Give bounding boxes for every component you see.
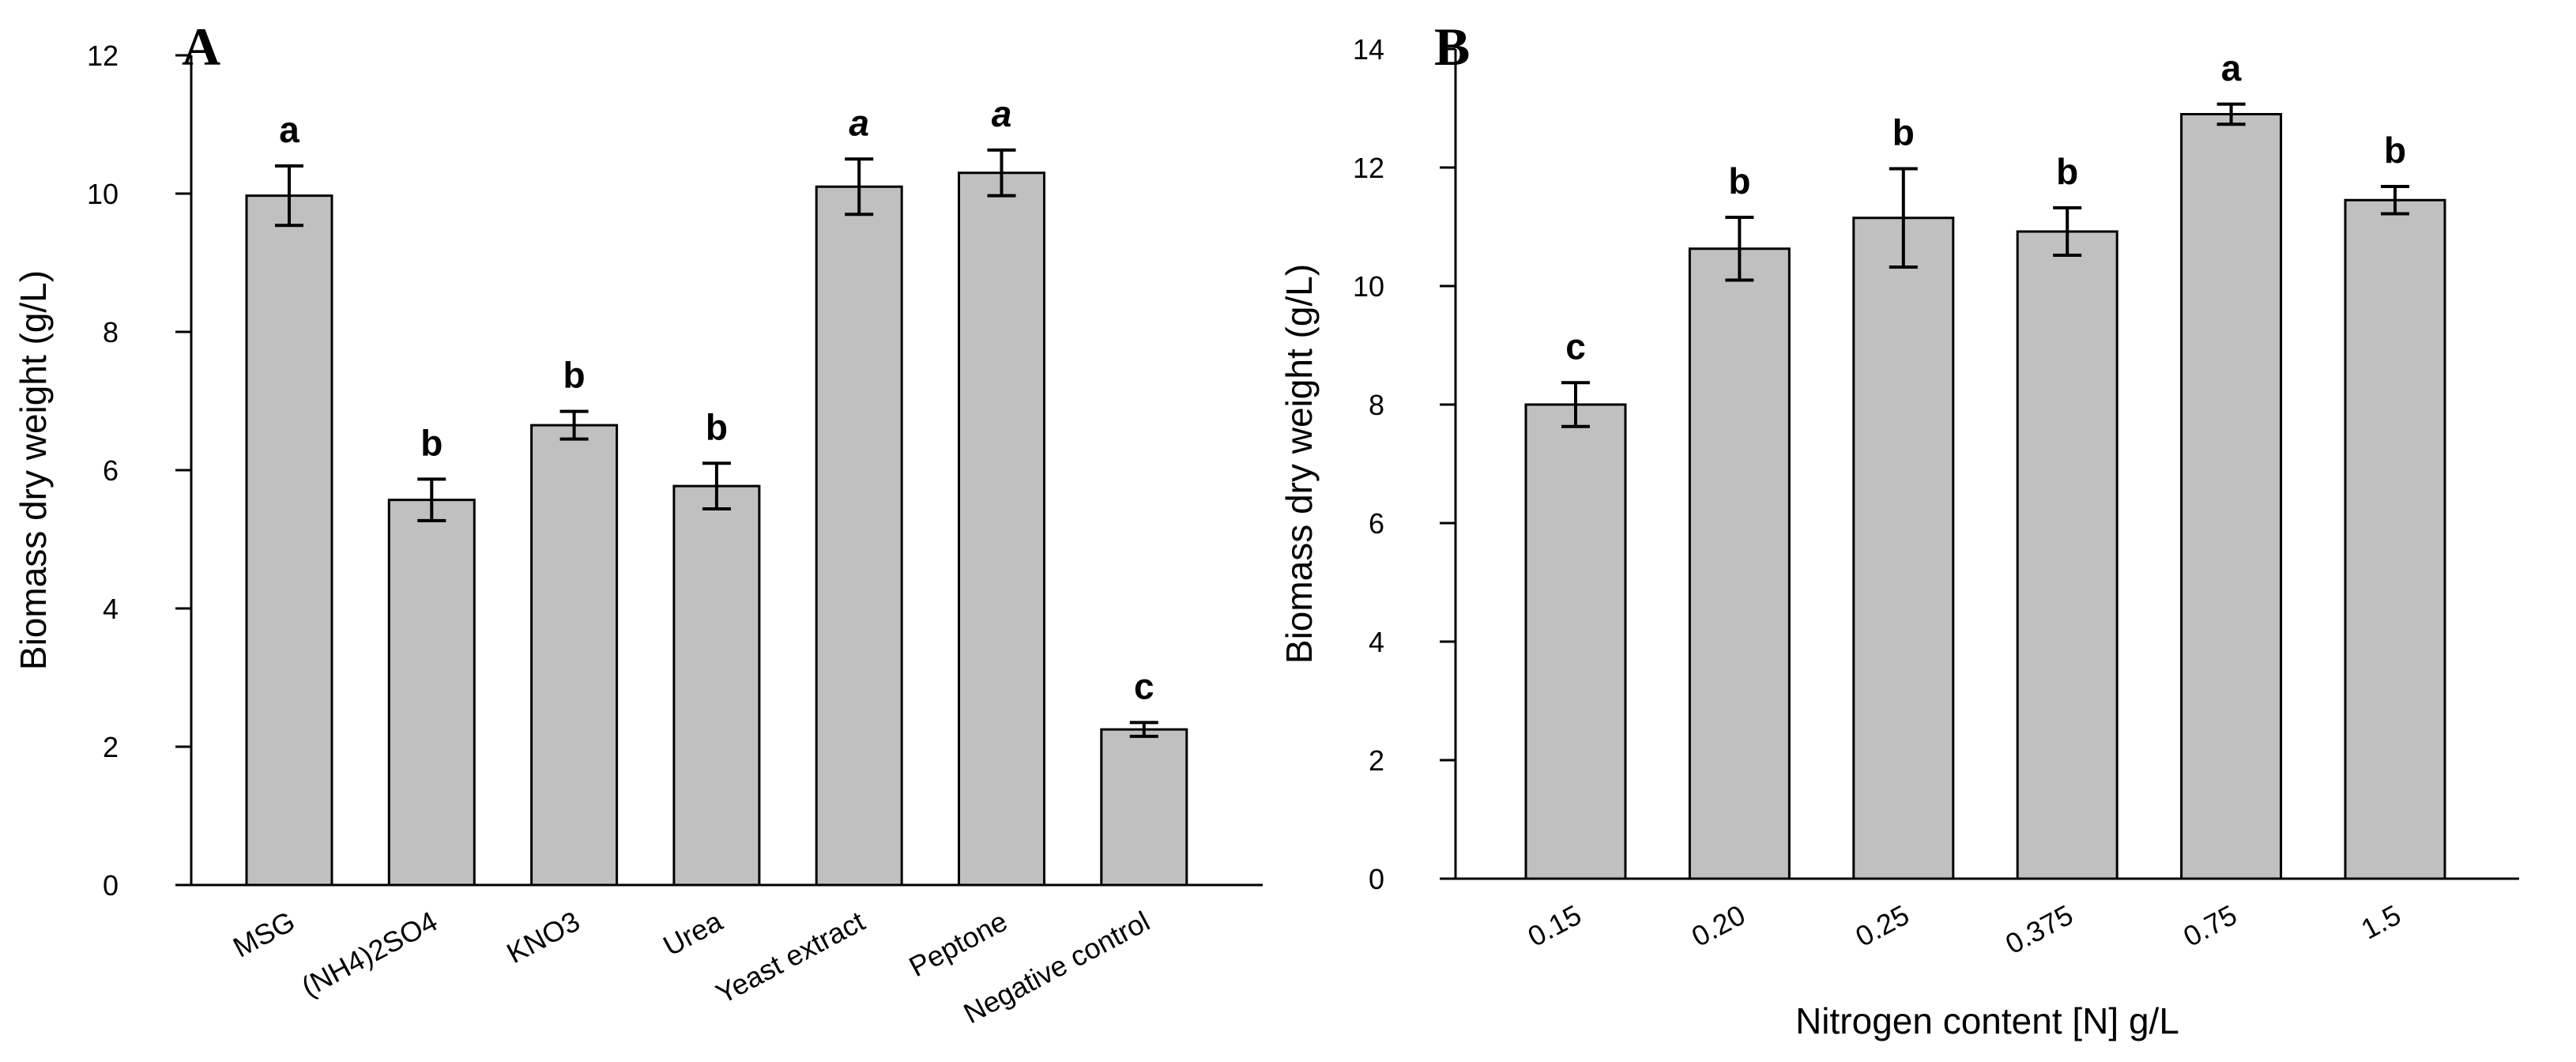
bar <box>1688 247 1791 880</box>
bar <box>1852 217 1955 880</box>
x-tick-label: 1.5 <box>2356 898 2405 946</box>
y-tick-label: 12 <box>1353 152 1384 184</box>
x-tick-label: 0.75 <box>2178 898 2242 953</box>
y-tick-label: 10 <box>87 178 119 210</box>
bar <box>387 499 476 887</box>
y-tick-label: 6 <box>103 454 119 487</box>
panel-a: A 0 2 4 6 8 10 12 Biomass dry weight (g/L) a MSG b (… <box>13 17 1263 1030</box>
bar <box>1524 403 1627 880</box>
y-tick-label: 4 <box>1369 626 1384 658</box>
y-tick-label: 12 <box>87 40 119 72</box>
significance-label: a <box>279 109 299 150</box>
x-tick-label: 0.375 <box>2000 898 2078 960</box>
y-tick-label: 0 <box>103 869 119 902</box>
panel-label: B <box>1434 17 1470 77</box>
bar <box>2016 230 2118 880</box>
bar <box>2180 113 2283 880</box>
x-tick-label: KNO3 <box>502 905 586 970</box>
bar <box>958 171 1045 887</box>
significance-label: b <box>706 406 728 447</box>
x-tick-label: 0.20 <box>1686 898 1750 953</box>
significance-label: b <box>420 422 443 463</box>
x-tick-label: Peptone <box>904 905 1013 983</box>
bar <box>530 424 619 887</box>
panel-label: A <box>182 17 220 77</box>
y-axis-title: Biomass dry weight (g/L) <box>13 270 54 670</box>
bar <box>245 194 333 887</box>
x-tick-label: 0.25 <box>1850 898 1914 953</box>
y-tick-label: 14 <box>1353 33 1384 66</box>
x-tick-label: Yeast extract <box>710 905 870 1010</box>
y-axis-title: Biomass dry weight (g/L) <box>1279 264 1320 664</box>
y-tick-label: 2 <box>103 731 119 763</box>
significance-label: b <box>1728 160 1750 201</box>
significance-label: b <box>2056 151 2078 192</box>
y-tick-label: 4 <box>103 593 119 625</box>
significance-label: b <box>1892 112 1915 153</box>
x-axis-title: Nitrogen content [N] g/L <box>1795 1000 2179 1041</box>
bar <box>1100 728 1188 887</box>
y-tick-label: 10 <box>1353 270 1384 303</box>
y-tick-label: 2 <box>1369 744 1384 777</box>
y-tick-label: 0 <box>1369 863 1384 895</box>
bar <box>815 185 903 887</box>
significance-label: a <box>992 93 1012 134</box>
x-tick-label: MSG <box>228 905 300 964</box>
bar <box>2344 198 2446 880</box>
bar <box>672 484 761 887</box>
significance-label: c <box>1565 326 1586 367</box>
y-tick-label: 8 <box>1369 389 1384 421</box>
x-tick-label: (NH4)2SO4 <box>296 905 443 1003</box>
y-tick-label: 6 <box>1369 507 1384 540</box>
significance-label: b <box>2384 130 2406 171</box>
y-tick-label: 8 <box>103 316 119 348</box>
significance-label: a <box>849 102 869 143</box>
x-tick-label: 0.15 <box>1523 898 1587 953</box>
x-tick-label: Urea <box>658 904 729 962</box>
significance-label: b <box>563 355 586 396</box>
panel-b: B 0 2 4 6 8 10 12 14 Biomass dry weight (g/L) Nitr… <box>1279 17 2519 1041</box>
significance-label: c <box>1134 665 1154 706</box>
significance-label: a <box>2221 47 2242 88</box>
